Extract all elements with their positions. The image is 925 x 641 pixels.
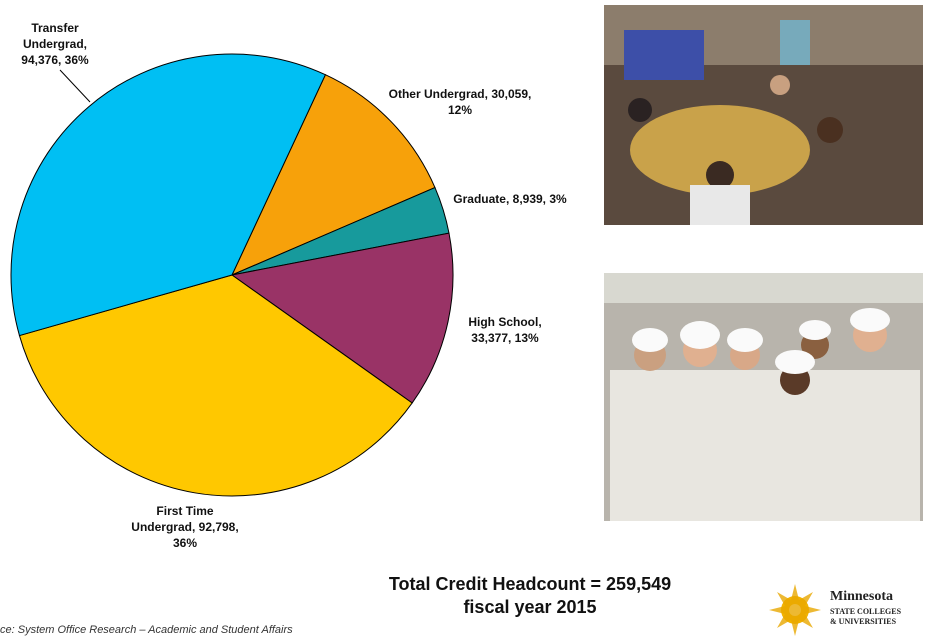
pie-slice (230, 232, 454, 404)
total-headcount: Total Credit Headcount = 259,549 (388, 574, 672, 594)
source-note: ce: System Office Research – Academic an… (0, 624, 293, 636)
value-label: 30,059, 12% (447, 87, 532, 117)
pie-slice (230, 74, 436, 276)
category-label: Other Undergrad, (388, 87, 488, 101)
photo-chefs (604, 273, 923, 521)
slice-label: Transfer Undergrad, 94,376, 36% (15, 20, 95, 68)
slice-label: High School, 33,377, 13% (455, 314, 555, 346)
category-label: Graduate, (453, 192, 510, 206)
category-label: Transfer Undergrad, (22, 21, 87, 51)
pie-slice (18, 274, 413, 497)
value-label: 33,377, 13% (471, 331, 539, 345)
value-label: 92,798, 36% (172, 520, 239, 550)
leader-line (59, 69, 91, 103)
logo-line: & UNIVERSITIES (830, 617, 897, 626)
category-label: First Time Undergrad, (131, 504, 214, 534)
category-label: High School, (468, 315, 542, 329)
slice-label: Other Undergrad, 30,059, 12% (380, 86, 540, 118)
logo-name: Minnesota (830, 589, 893, 604)
value-label: 94,376, 36% (21, 53, 89, 67)
slice-label: First Time Undergrad, 92,798, 36% (130, 503, 240, 551)
value-label: 8,939, 3% (512, 192, 567, 206)
photo-classroom (604, 5, 923, 225)
slice-label: Graduate, 8,939, 3% (440, 191, 580, 207)
pie-slice (10, 53, 327, 337)
logo-star (769, 584, 821, 636)
logo-line: STATE COLLEGES (830, 607, 902, 616)
fiscal-year: fiscal year 2015 (463, 597, 597, 617)
